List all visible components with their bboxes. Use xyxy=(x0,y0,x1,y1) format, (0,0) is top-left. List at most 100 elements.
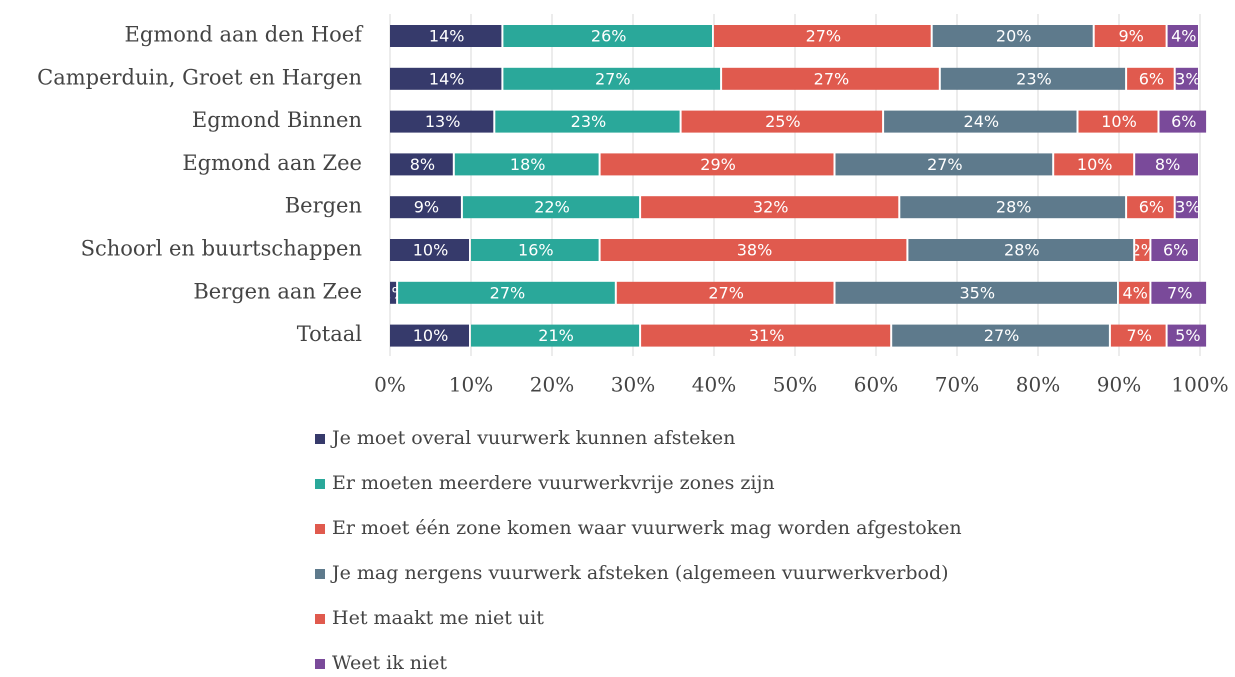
bar-segment xyxy=(722,67,939,90)
data-label: 27% xyxy=(814,69,850,88)
data-label: 4% xyxy=(1171,27,1196,46)
bar-segment xyxy=(900,196,1126,219)
bar-segment xyxy=(503,67,721,90)
bar-segment xyxy=(462,196,640,219)
bar-segment xyxy=(503,25,712,47)
x-tick-label: 70% xyxy=(935,373,979,397)
data-label: 18% xyxy=(510,155,546,174)
data-label: 8% xyxy=(410,155,435,174)
data-label: 22% xyxy=(534,198,570,217)
data-label: 24% xyxy=(964,112,1000,131)
bar-segment xyxy=(616,281,834,304)
bar-segment xyxy=(471,324,640,347)
bar-segment xyxy=(390,239,469,261)
data-label: 10% xyxy=(413,241,449,260)
legend-swatch xyxy=(315,569,325,579)
bar-segment xyxy=(932,25,1093,47)
category-label: Schoorl en buurtschappen xyxy=(81,237,362,261)
data-label: 14% xyxy=(429,27,465,46)
bar-segment xyxy=(1175,196,1198,219)
bar-segment xyxy=(495,110,680,133)
data-label: 9% xyxy=(414,198,439,217)
data-label: 7% xyxy=(1127,326,1152,345)
data-label: 8% xyxy=(1155,155,1180,174)
data-label: 29% xyxy=(700,155,736,174)
legend-swatch xyxy=(315,524,325,534)
x-tick-label: 50% xyxy=(773,373,817,397)
legend-label: Het maakt me niet uit xyxy=(332,607,544,629)
bar-segment xyxy=(471,239,599,261)
x-tick-label: 100% xyxy=(1171,373,1228,397)
legend-swatch xyxy=(315,614,325,624)
bar-segment xyxy=(1135,239,1150,261)
bar-segment xyxy=(390,196,461,219)
bar-segment xyxy=(390,25,502,47)
bar-segment xyxy=(1119,281,1150,304)
data-label: 6% xyxy=(1139,198,1164,217)
bar-segment xyxy=(1127,196,1174,219)
data-label: 10% xyxy=(1101,112,1137,131)
category-label: Totaal xyxy=(297,322,362,346)
legend-swatch xyxy=(315,434,325,444)
data-label: 16% xyxy=(518,241,554,260)
bar-segment xyxy=(884,110,1077,133)
data-label: 25% xyxy=(765,112,801,131)
data-label: 5% xyxy=(1175,326,1200,345)
x-tick-label: 40% xyxy=(692,373,736,397)
legend-swatch xyxy=(315,479,325,489)
legend-label: Je moet overal vuurwerk kunnen afsteken xyxy=(330,427,735,449)
data-label: 27% xyxy=(490,283,526,302)
bar-segment xyxy=(1127,67,1174,90)
bar-segment xyxy=(1054,153,1134,176)
data-label: 27% xyxy=(806,27,842,46)
category-label: Egmond Binnen xyxy=(192,108,362,132)
data-label: 3% xyxy=(1175,69,1200,88)
bar-segment xyxy=(1078,110,1158,133)
legend-label: Weet ik niet xyxy=(332,652,447,674)
data-label: 6% xyxy=(1171,112,1196,131)
data-label: 32% xyxy=(753,198,789,217)
data-label: 6% xyxy=(1139,69,1164,88)
data-label: 1% xyxy=(381,283,406,302)
x-tick-label: 90% xyxy=(1097,373,1141,397)
legend-label: Er moeten meerdere vuurwerkvrije zones z… xyxy=(332,472,775,494)
bar-segment xyxy=(454,153,599,176)
bar-segment xyxy=(390,281,397,304)
bar-segment xyxy=(390,67,502,90)
legend-label: Er moet één zone komen waar vuurwerk mag… xyxy=(332,517,962,539)
data-label: 27% xyxy=(708,283,744,302)
data-label: 13% xyxy=(425,112,461,131)
bar-segment xyxy=(835,153,1053,176)
bar-segment xyxy=(390,110,494,133)
bar-segment xyxy=(1135,153,1198,176)
data-label: 10% xyxy=(1077,155,1113,174)
data-label: 3% xyxy=(1175,198,1200,217)
data-label: 27% xyxy=(927,155,963,174)
category-label: Egmond aan Zee xyxy=(182,151,362,175)
data-label: 6% xyxy=(1163,241,1188,260)
x-tick-label: 0% xyxy=(374,373,406,397)
legend-label: Je mag nergens vuurwerk afsteken (algeme… xyxy=(330,562,949,584)
data-label: 23% xyxy=(1016,69,1052,88)
x-tick-label: 80% xyxy=(1016,373,1060,397)
data-label: 20% xyxy=(996,27,1032,46)
bar-segment xyxy=(1110,324,1166,347)
data-label: 23% xyxy=(571,112,607,131)
bar-segment xyxy=(1151,239,1198,261)
x-tick-label: 30% xyxy=(611,373,655,397)
category-label: Bergen aan Zee xyxy=(193,279,362,303)
x-tick-label: 60% xyxy=(854,373,898,397)
category-label: Camperduin, Groet en Hargen xyxy=(37,65,362,89)
data-label: 31% xyxy=(749,326,785,345)
bar-segment xyxy=(940,67,1126,90)
data-label: 28% xyxy=(1004,241,1040,260)
bar-segment xyxy=(1175,67,1198,90)
data-label: 35% xyxy=(959,283,995,302)
bar-segment xyxy=(641,196,899,219)
data-label: 38% xyxy=(737,241,773,260)
data-label: 10% xyxy=(413,326,449,345)
x-tick-label: 20% xyxy=(530,373,574,397)
bar-segment xyxy=(1159,110,1207,133)
data-label: 2% xyxy=(1131,241,1156,260)
